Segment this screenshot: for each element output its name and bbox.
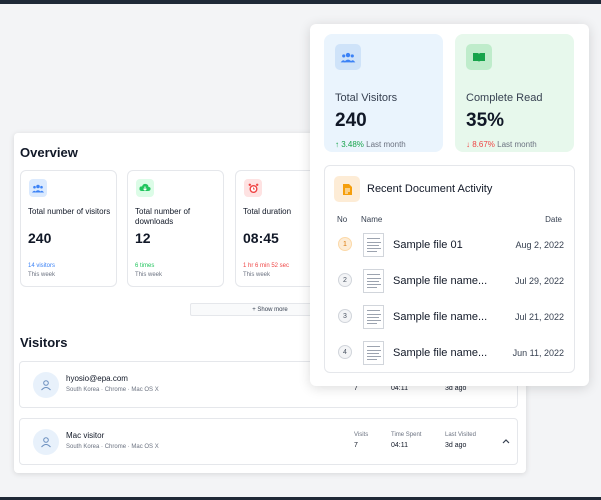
stat-value: 12: [135, 230, 151, 246]
visitor-meta: South Korea · Chrome · Mac OS X: [66, 444, 159, 450]
document-thumbnail: [363, 269, 384, 293]
document-thumbnail: [363, 305, 384, 329]
overview-title: Overview: [20, 145, 78, 160]
total-visitors-card: Total Visitors 240 ↑ 3.48% Last month: [324, 34, 443, 152]
card-label: Complete Read: [466, 92, 543, 104]
file-date: Jun 11, 2022: [512, 348, 564, 358]
trend-value: 8.67%: [472, 140, 495, 149]
recent-title: Recent Document Activity: [367, 183, 493, 195]
users-icon: [29, 179, 47, 197]
users-icon: [335, 44, 361, 70]
file-date: Jul 21, 2022: [514, 312, 564, 322]
arrow-up-icon: ↑: [335, 140, 339, 149]
user-icon: [41, 437, 51, 448]
stat-week: This week: [243, 272, 271, 278]
document-row[interactable]: 2 Sample file name... Jul 29, 2022: [325, 266, 576, 296]
top-border: [0, 0, 601, 4]
stat-label: Total duration: [243, 207, 292, 216]
document-row[interactable]: 1 Sample file 01 Aug 2, 2022: [325, 230, 576, 260]
col-date-header: Date: [545, 215, 562, 224]
stat-value: 240: [28, 230, 52, 246]
recent-document-activity: Recent Document Activity No Name Date 1 …: [324, 165, 575, 373]
stat-card-downloads: Total number of downloads 12 6 times Thi…: [127, 170, 224, 287]
row-number: 2: [338, 273, 352, 287]
user-icon: [41, 380, 51, 391]
trend-suffix: Last month: [497, 140, 537, 149]
stat-value: 08:45: [243, 230, 279, 246]
alarm-clock-icon: [244, 179, 262, 197]
summary-panel: Total Visitors 240 ↑ 3.48% Last month Co…: [310, 24, 589, 386]
last-visited-value: 3d ago: [445, 385, 467, 392]
stat-week: This week: [135, 272, 163, 278]
row-number: 1: [338, 237, 352, 251]
file-date: Jul 29, 2022: [514, 276, 564, 286]
card-value: 35%: [466, 110, 505, 131]
chevron-up-icon[interactable]: [502, 437, 510, 446]
arrow-down-icon: ↓: [466, 140, 470, 149]
visitor-row[interactable]: Mac visitor South Korea · Chrome · Mac O…: [19, 418, 518, 465]
avatar: [33, 429, 59, 455]
document-row[interactable]: 4 Sample file name... Jun 11, 2022: [325, 338, 576, 368]
stat-sub: 1 hr 6 min 52 sec: [243, 263, 290, 269]
row-number: 3: [338, 309, 352, 323]
document-icon: [334, 176, 360, 202]
open-book-icon: [466, 44, 492, 70]
visits-value: 7: [354, 442, 358, 449]
visitor-name: hyosio@epa.com: [66, 374, 128, 383]
card-value: 240: [335, 110, 367, 131]
last-visited-value: 3d ago: [445, 442, 467, 449]
file-date: Aug 2, 2022: [515, 240, 564, 250]
document-thumbnail: [363, 341, 384, 365]
file-name: Sample file name...: [393, 347, 488, 359]
visitor-name: Mac visitor: [66, 431, 105, 440]
document-row[interactable]: 3 Sample file name... Jul 21, 2022: [325, 302, 576, 332]
col-name-header: Name: [361, 215, 383, 224]
visitor-meta: South Korea · Chrome · Mac OS X: [66, 387, 159, 393]
stat-sub: 6 times: [135, 263, 155, 269]
bottom-border: [0, 497, 601, 500]
stat-label: Total number of visitors: [28, 207, 111, 216]
complete-read-card: Complete Read 35% ↓ 8.67% Last month: [455, 34, 574, 152]
trend-value: 3.48%: [341, 140, 364, 149]
card-trend: ↓ 8.67% Last month: [466, 140, 537, 149]
card-trend: ↑ 3.48% Last month: [335, 140, 406, 149]
file-name: Sample file name...: [393, 275, 488, 287]
stat-sub: 14 visitors: [28, 263, 56, 269]
visits-header: Visits: [354, 432, 369, 438]
document-thumbnail: [363, 233, 384, 257]
row-number: 4: [338, 345, 352, 359]
last-visited-header: Last Visited: [445, 432, 476, 438]
time-spent-header: Time Spent: [391, 432, 422, 438]
file-name: Sample file name...: [393, 311, 488, 323]
visits-value: 7: [354, 385, 358, 392]
avatar: [33, 372, 59, 398]
time-spent-value: 04:11: [391, 385, 408, 392]
stat-week: This week: [28, 272, 56, 278]
file-name: Sample file 01: [393, 239, 463, 251]
col-no-header: No: [337, 215, 348, 224]
cloud-download-icon: [136, 179, 154, 197]
trend-suffix: Last month: [366, 140, 406, 149]
visitors-title: Visitors: [20, 335, 68, 350]
time-spent-value: 04:11: [391, 442, 408, 449]
stat-card-visitors: Total number of visitors 240 14 visitors…: [20, 170, 117, 287]
card-label: Total Visitors: [335, 92, 398, 104]
stat-label: Total number of downloads: [135, 207, 191, 226]
